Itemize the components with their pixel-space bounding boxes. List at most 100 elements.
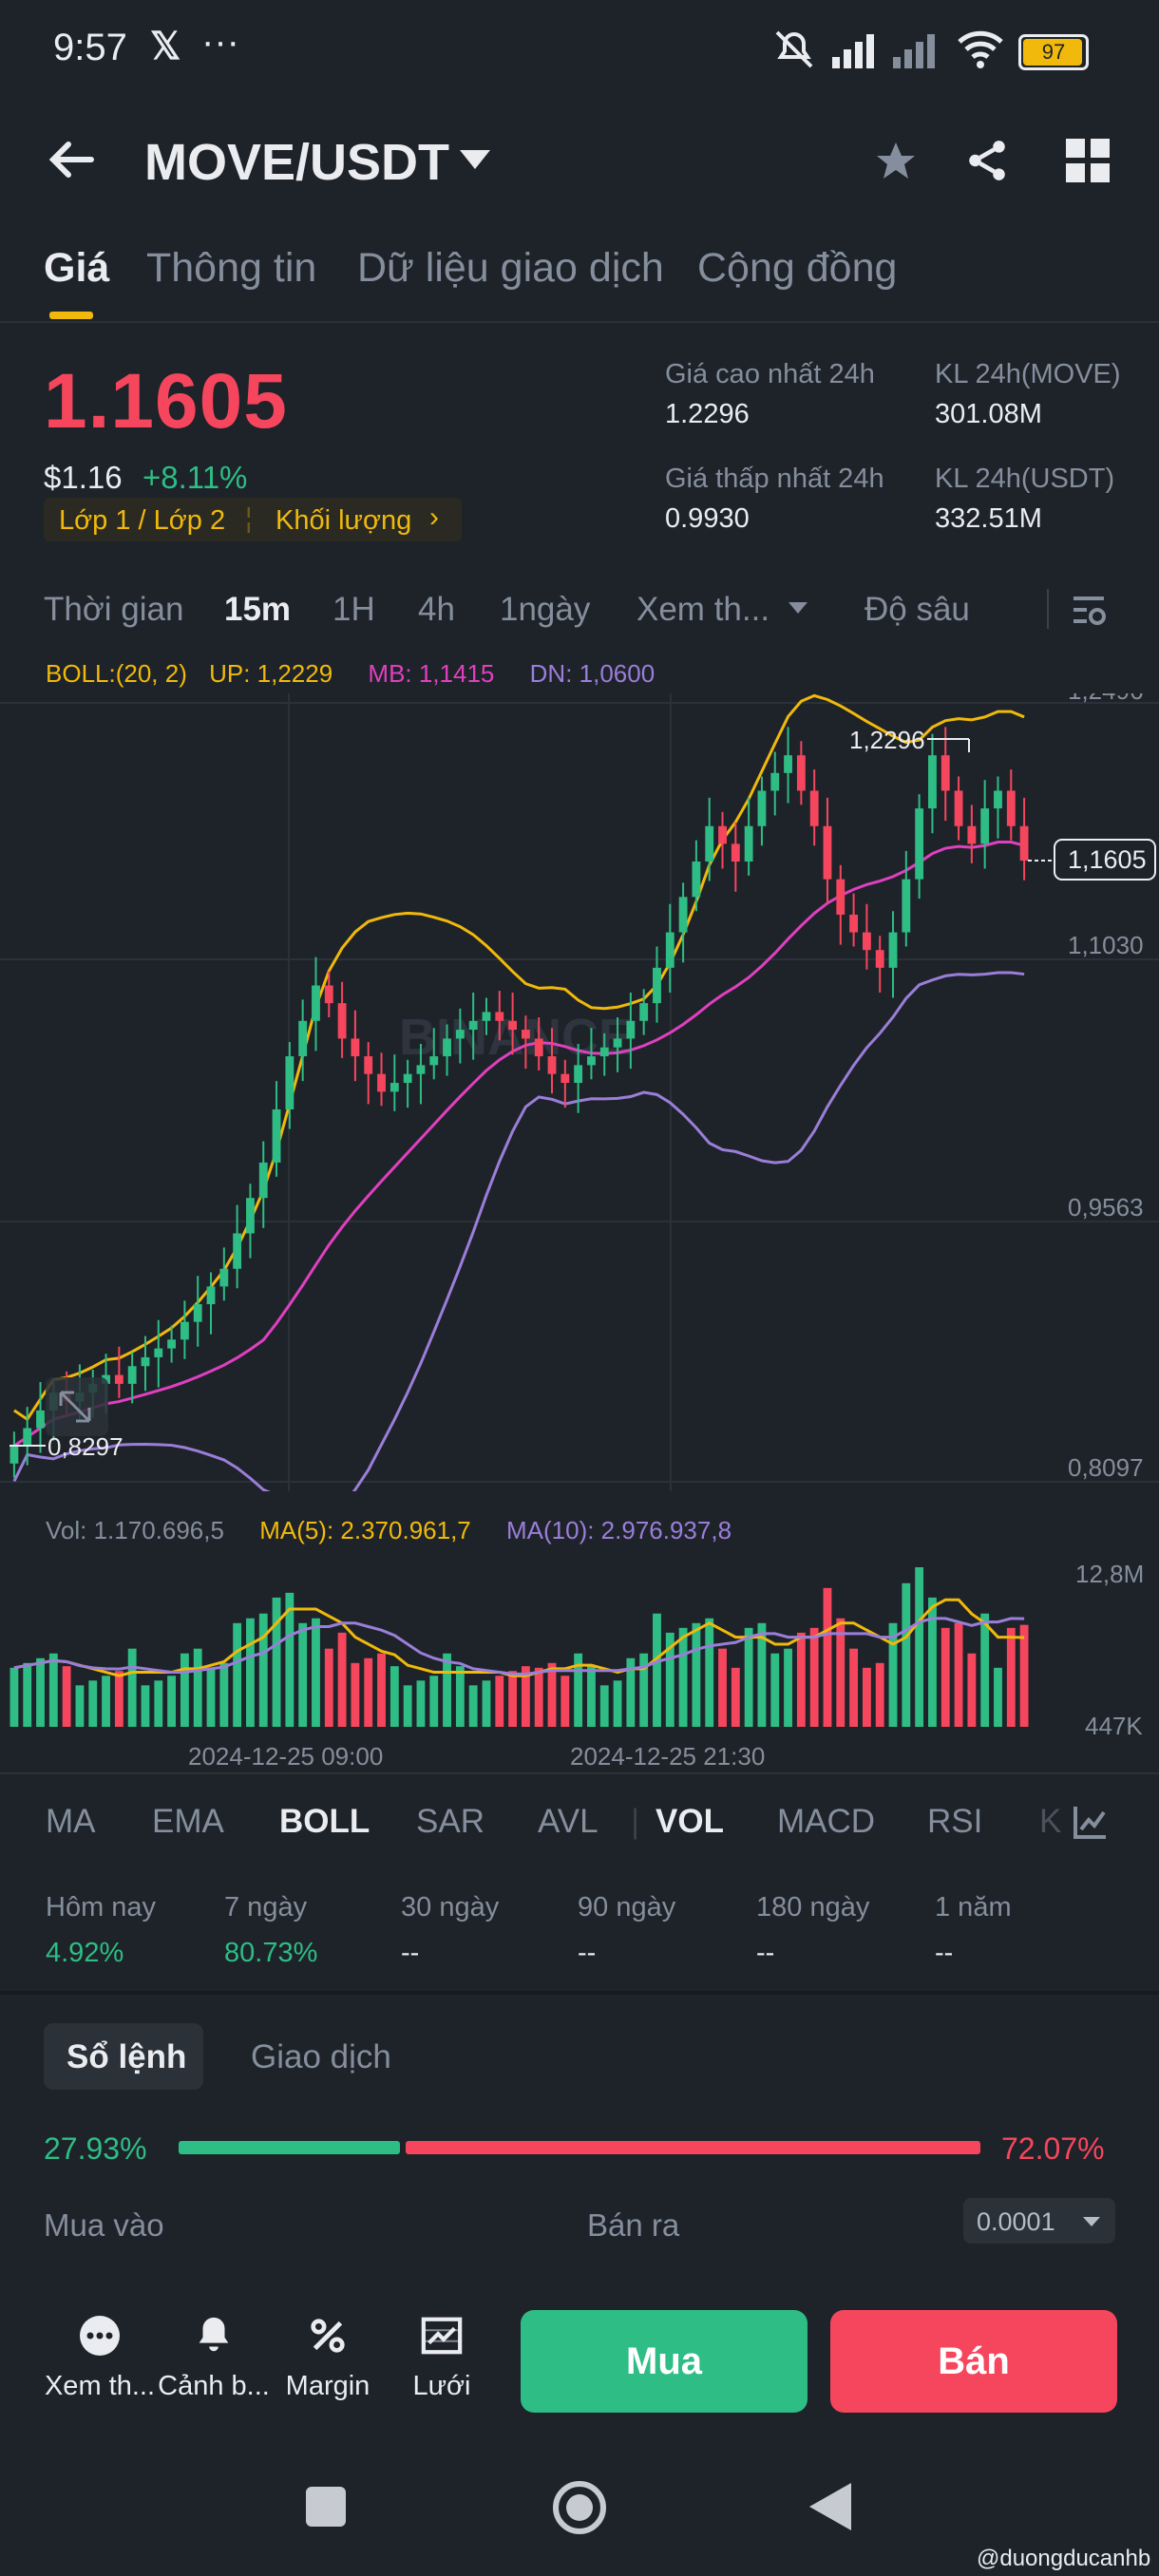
price-chart[interactable]: BINANCE 1,2496 1,1030 0,9563 0,8097 1,16… — [0, 693, 1159, 1491]
back-arrow-icon[interactable] — [48, 139, 95, 180]
candle-body — [246, 1198, 255, 1234]
ind-boll[interactable]: BOLL — [279, 1803, 370, 1840]
candle-body — [521, 1030, 530, 1039]
candle-body — [718, 825, 727, 844]
volume-bar — [796, 1632, 806, 1727]
grid-trading-button[interactable]: Lưới — [380, 2314, 504, 2402]
candle-body — [298, 1020, 308, 1057]
buy-button[interactable]: Mua — [521, 2310, 808, 2413]
pair-dropdown-icon[interactable] — [460, 150, 490, 169]
candle-body — [888, 932, 898, 968]
interval-15m[interactable]: 15m — [224, 591, 292, 628]
volume-bar — [48, 1653, 58, 1727]
tag-layer[interactable]: Lớp 1 / Lớp 2 — [59, 505, 226, 536]
x-app-icon: 𝕏 — [150, 26, 181, 67]
candle-body — [495, 1012, 504, 1021]
ind-sar[interactable]: SAR — [416, 1803, 484, 1840]
pair-title[interactable]: MOVE/USDT — [144, 134, 450, 191]
volume-bar — [285, 1592, 294, 1727]
volume-bar — [206, 1667, 216, 1727]
ind-ema[interactable]: EMA — [152, 1803, 224, 1840]
tab-community[interactable]: Cộng đồng — [697, 245, 898, 291]
volume-bar — [613, 1680, 622, 1727]
boll-dn: DN: 1,0600 — [529, 659, 656, 688]
volume-bar — [534, 1667, 543, 1727]
grid-menu-icon[interactable] — [1066, 139, 1110, 182]
ind-vol[interactable]: VOL — [656, 1803, 724, 1840]
volume-bar — [967, 1653, 977, 1727]
volume-bar — [455, 1666, 465, 1727]
more-intervals-button[interactable]: Xem th... — [636, 591, 770, 628]
tab-orderbook[interactable]: Sổ lệnh — [44, 2023, 203, 2090]
interval-1d[interactable]: 1ngày — [500, 591, 591, 628]
interval-4h[interactable]: 4h — [418, 591, 455, 628]
volume-bar — [62, 1666, 71, 1727]
chart-watermark: BINANCE — [399, 1009, 633, 1066]
ind-k[interactable]: K — [1039, 1803, 1062, 1840]
candle-body — [705, 825, 714, 862]
ratio-buy-fill — [179, 2141, 400, 2154]
candle-body — [337, 1003, 347, 1039]
vol-ma10: MA(10): 2.976.937,8 — [506, 1516, 732, 1544]
ind-macd[interactable]: MACD — [777, 1803, 876, 1840]
chart-settings-icon[interactable] — [1070, 591, 1108, 629]
tab-orderbook-label: Sổ lệnh — [66, 2038, 187, 2075]
volume-chart[interactable]: 12,8M 447K 2024-12-25 09:00 2024-12-25 2… — [0, 1548, 1159, 1767]
ind-ma[interactable]: MA — [46, 1803, 96, 1840]
volume-bar — [862, 1667, 871, 1727]
indicator-settings-icon[interactable] — [1072, 1803, 1110, 1841]
candle-body — [285, 1056, 294, 1109]
time-mode-button[interactable]: Thời gian — [44, 591, 184, 628]
boll-params: BOLL:(20, 2) — [46, 659, 187, 688]
share-icon[interactable] — [963, 137, 1011, 184]
volume-bar — [312, 1618, 320, 1727]
tab-price[interactable]: Giá — [44, 245, 110, 291]
boll-down-line — [12, 971, 1025, 1491]
star-icon[interactable] — [872, 139, 920, 184]
caret-down-icon — [788, 602, 808, 614]
ind-avl[interactable]: AVL — [538, 1803, 598, 1840]
tag-volume[interactable]: Khối lượng — [276, 505, 412, 536]
volume-legend: Vol: 1.170.696,5 MA(5): 2.370.961,7 MA(1… — [46, 1516, 732, 1545]
tab-info[interactable]: Thông tin — [146, 245, 317, 291]
tab-trades[interactable]: Giao dịch — [251, 2038, 391, 2075]
volume-ma-lines — [13, 1598, 1025, 1677]
candle-body — [10, 1446, 19, 1464]
candle-body — [443, 1038, 451, 1057]
volume-bar — [114, 1671, 124, 1727]
alert-button[interactable]: Cảnh b... — [152, 2314, 276, 2402]
buy-sell-ratio-bar — [179, 2141, 980, 2154]
margin-percent-icon — [311, 2319, 345, 2353]
candle-body — [613, 1038, 622, 1048]
more-dots-icon — [80, 2316, 120, 2356]
boll-mb: MB: 1,1415 — [368, 659, 495, 688]
perf-7d-value: 80.73% — [224, 1938, 318, 1968]
back-nav-icon[interactable] — [809, 2483, 851, 2530]
depth-button[interactable]: Độ sâu — [864, 591, 970, 628]
candle-body — [587, 1056, 596, 1066]
sell-button[interactable]: Bán — [830, 2310, 1117, 2413]
interval-1h[interactable]: 1H — [332, 591, 375, 628]
volume-bar — [940, 1627, 950, 1727]
volume-bar — [75, 1685, 85, 1727]
vol-usdt-label: KL 24h(USDT) — [935, 464, 1115, 494]
candle-body — [849, 914, 859, 933]
margin-button[interactable]: Margin — [266, 2314, 390, 2402]
volume-bar — [560, 1676, 570, 1727]
tab-trading-data[interactable]: Dữ liệu giao dịch — [357, 245, 664, 291]
vol-move-label: KL 24h(MOVE) — [935, 359, 1121, 389]
recents-icon[interactable] — [306, 2487, 346, 2527]
price-tick-2: 1,1030 — [1068, 931, 1144, 959]
vol-ma10-line — [13, 1617, 1025, 1676]
tag-chip[interactable]: Lớp 1 / Lớp 2 ¦ Khối lượng › — [44, 498, 462, 541]
perf-30d-value: -- — [401, 1938, 420, 1968]
low-marker-label: 0,8297 — [48, 1432, 124, 1461]
ind-rsi[interactable]: RSI — [927, 1803, 983, 1840]
volume-bar — [665, 1632, 674, 1727]
more-button[interactable]: Xem th... — [38, 2314, 162, 2402]
home-icon[interactable] — [551, 2479, 608, 2536]
system-nav-bar: @duongducanhb — [0, 2451, 1159, 2576]
precision-select[interactable]: 0.0001 — [963, 2198, 1115, 2244]
candle-body — [665, 932, 674, 968]
boll-mid-line — [13, 841, 1025, 1448]
